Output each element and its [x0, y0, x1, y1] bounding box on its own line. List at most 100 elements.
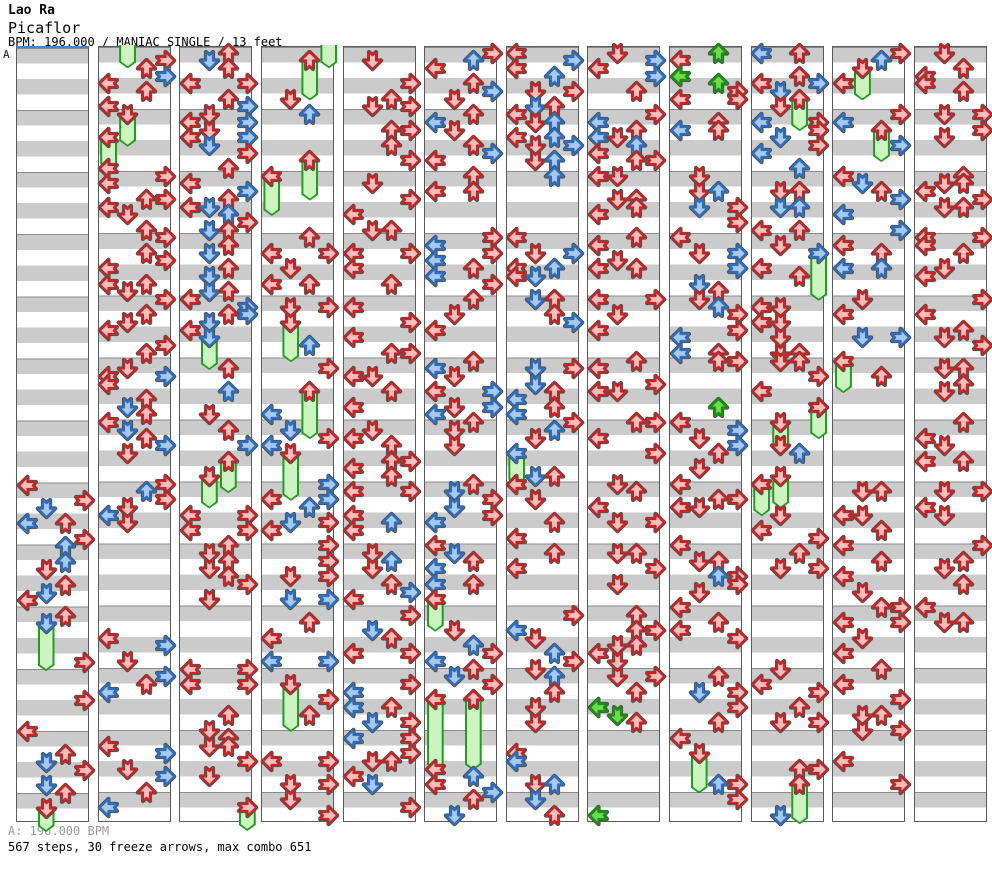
note-right-arrow [318, 296, 340, 318]
note-left-arrow [914, 234, 936, 257]
note-right-arrow [481, 642, 503, 665]
note-up-arrow [54, 574, 76, 596]
note-left-arrow [587, 288, 610, 311]
note-up-arrow [380, 511, 403, 534]
chart-column-8 [587, 42, 667, 827]
freeze-head-down-arrow [769, 465, 792, 488]
note-down-arrow [198, 50, 221, 72]
note-down-arrow [769, 350, 792, 372]
note-down-arrow [933, 358, 955, 380]
note-up-arrow [870, 519, 893, 541]
note-up-arrow [217, 280, 240, 303]
note-up-arrow [625, 635, 648, 657]
note-up-arrow [788, 196, 811, 218]
note-right-arrow [155, 188, 177, 211]
note-left-arrow [342, 257, 365, 280]
note-down-arrow [198, 196, 221, 218]
note-right-arrow [481, 673, 503, 696]
note-down-arrow [116, 358, 139, 380]
note-down-arrow [851, 704, 874, 726]
freeze-tail [835, 361, 852, 393]
note-down-arrow [198, 558, 221, 580]
note-left-arrow [342, 365, 365, 388]
note-left-arrow [750, 219, 773, 241]
note-right-arrow [971, 288, 992, 311]
note-up-arrow [788, 219, 811, 241]
note-down-arrow [525, 288, 547, 311]
chart-column-7 [505, 42, 585, 826]
note-up-arrow [217, 735, 240, 757]
note-left-arrow [97, 373, 120, 395]
note-down-arrow [116, 442, 139, 465]
freeze-head-down-arrow [116, 103, 139, 126]
note-down-arrow [688, 496, 710, 519]
note-left-arrow [669, 619, 691, 642]
freeze-tail [282, 684, 299, 732]
note-down-arrow [769, 311, 792, 334]
note-right-arrow [971, 188, 992, 211]
note-up-arrow [952, 319, 974, 341]
note-up-arrow [380, 573, 403, 595]
note-up-arrow [217, 234, 240, 257]
note-up-arrow [625, 226, 648, 249]
note-up-arrow [54, 605, 76, 627]
note-down-arrow [198, 242, 221, 264]
freeze-head-up-arrow [462, 688, 484, 711]
note-left-arrow [832, 534, 854, 557]
note-up-arrow [462, 257, 484, 280]
note-left-arrow [587, 165, 610, 187]
note-right-arrow [155, 165, 177, 187]
note-left-arrow [179, 72, 201, 95]
note-down-arrow [443, 481, 465, 503]
note-right-arrow [481, 42, 503, 64]
note-down-arrow [933, 435, 955, 457]
note-up-arrow [625, 411, 648, 434]
note-left-arrow [261, 242, 283, 264]
chart-column-3 [179, 42, 259, 822]
note-down-arrow [525, 658, 547, 680]
note-up-arrow [625, 257, 648, 280]
note-up-arrow [299, 103, 321, 126]
note-down-arrow [198, 404, 221, 426]
note-up-arrow [462, 473, 484, 495]
note-right-arrow [481, 142, 503, 164]
note-up-arrow [544, 681, 566, 703]
note-right-arrow [73, 528, 95, 550]
note-right-arrow [236, 211, 259, 234]
note-left-arrow [832, 504, 854, 526]
note-down-arrow [525, 150, 547, 172]
note-down-arrow [198, 219, 221, 241]
note-left-arrow [587, 357, 610, 380]
freeze-tail [282, 323, 299, 363]
freeze-head-right-arrow [236, 796, 259, 819]
note-left-arrow [179, 173, 201, 195]
note-right-arrow [399, 742, 422, 765]
note-down-arrow [198, 719, 221, 742]
note-left-arrow [342, 396, 365, 418]
note-left-arrow [669, 342, 691, 365]
note-down-arrow [851, 288, 874, 311]
note-down-arrow [116, 419, 139, 442]
note-right-arrow [399, 450, 422, 472]
note-right-arrow [644, 619, 667, 642]
note-up-arrow [135, 242, 158, 264]
note-right-arrow [644, 442, 667, 465]
note-left-arrow [261, 650, 283, 673]
note-up-arrow [544, 257, 566, 280]
note-down-arrow [933, 558, 955, 580]
note-right-arrow [889, 773, 912, 796]
note-down-arrow [443, 304, 465, 326]
note-right-arrow [236, 434, 259, 457]
note-right-arrow [399, 119, 422, 141]
note-left-arrow [506, 558, 528, 580]
chart-column-9 [669, 42, 748, 822]
note-left-arrow [342, 296, 365, 318]
freeze-head-left-arrow [424, 588, 446, 611]
note-left-arrow [587, 804, 610, 827]
note-down-arrow [525, 488, 547, 511]
note-up-arrow [54, 743, 76, 766]
note-right-arrow [563, 49, 585, 72]
note-right-arrow [726, 573, 748, 596]
note-down-arrow [116, 204, 139, 226]
